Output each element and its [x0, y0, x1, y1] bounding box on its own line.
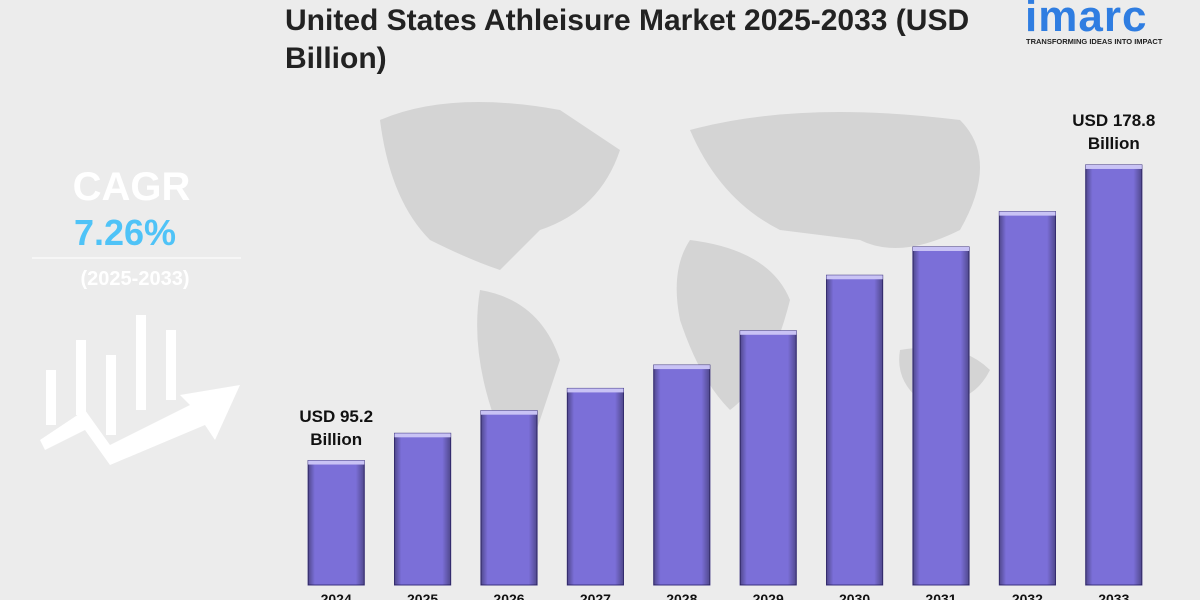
bar-shade: [999, 211, 1056, 585]
bar-cap: [740, 330, 797, 335]
chart-title: United States Athleisure Market 2025-203…: [285, 4, 970, 75]
bar-shade: [826, 275, 883, 585]
bar-cap: [480, 410, 538, 415]
bar-cap: [999, 211, 1056, 216]
value-label: USD 95.2 Billion: [299, 406, 374, 449]
bar-shade: [740, 330, 797, 585]
value-label: USD 178.8 Billion: [1072, 110, 1156, 153]
bar-shade: [480, 410, 538, 585]
bar-shade: [653, 365, 710, 585]
cagr-value: 7.26%: [73, 212, 177, 253]
bar-cap: [653, 365, 710, 370]
bar-shade: [567, 388, 624, 585]
x-tick-label: 2025: [407, 591, 438, 600]
bar-cap: [1085, 164, 1142, 169]
cagr-label: CAGR: [72, 165, 191, 209]
x-tick-label: 2024: [321, 591, 352, 600]
bar-cap: [567, 388, 624, 393]
x-tick-label: 2027: [580, 591, 611, 600]
bar-cap: [308, 460, 365, 465]
x-tick-label: 2032: [1012, 591, 1043, 600]
x-tick-label: 2033: [1098, 591, 1129, 600]
x-tick-label: 2028: [666, 591, 697, 600]
x-tick-label: 2030: [839, 591, 870, 600]
x-tick-label: 2026: [493, 591, 524, 600]
bar-shade: [308, 460, 365, 585]
x-tick-label: 2029: [753, 591, 784, 600]
bar-cap: [826, 275, 883, 280]
bar-shade: [912, 246, 970, 585]
logo-tagline: TRANSFORMING IDEAS INTO IMPACT: [1026, 37, 1163, 46]
bar-shade: [1085, 164, 1142, 585]
x-tick-label: 2031: [925, 591, 956, 600]
logo-name: imarc: [1025, 0, 1148, 41]
bar-cap: [912, 246, 970, 251]
growth-icon: [40, 315, 240, 465]
bar-shade: [394, 433, 451, 585]
cagr-period: (2025-2033): [80, 268, 190, 290]
bar-cap: [394, 433, 451, 438]
